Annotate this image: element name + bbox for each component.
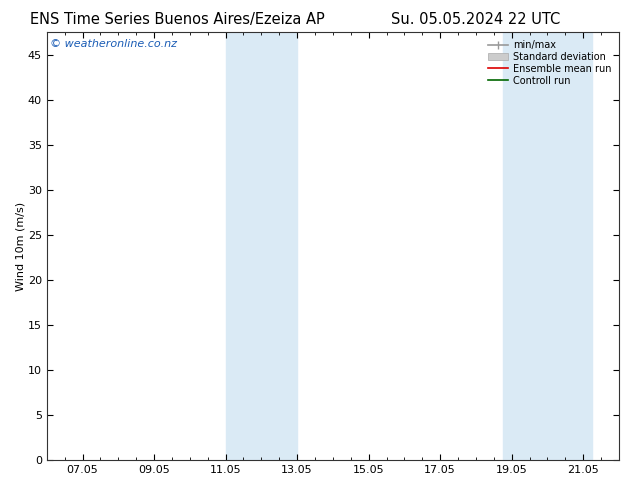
Text: Su. 05.05.2024 22 UTC: Su. 05.05.2024 22 UTC — [391, 12, 560, 27]
Text: ENS Time Series Buenos Aires/Ezeiza AP: ENS Time Series Buenos Aires/Ezeiza AP — [30, 12, 325, 27]
Text: © weatheronline.co.nz: © weatheronline.co.nz — [49, 39, 177, 49]
Bar — [226, 32, 297, 460]
Y-axis label: Wind 10m (m/s): Wind 10m (m/s) — [15, 201, 25, 291]
Legend: min/max, Standard deviation, Ensemble mean run, Controll run: min/max, Standard deviation, Ensemble me… — [486, 37, 614, 89]
Bar — [503, 32, 592, 460]
